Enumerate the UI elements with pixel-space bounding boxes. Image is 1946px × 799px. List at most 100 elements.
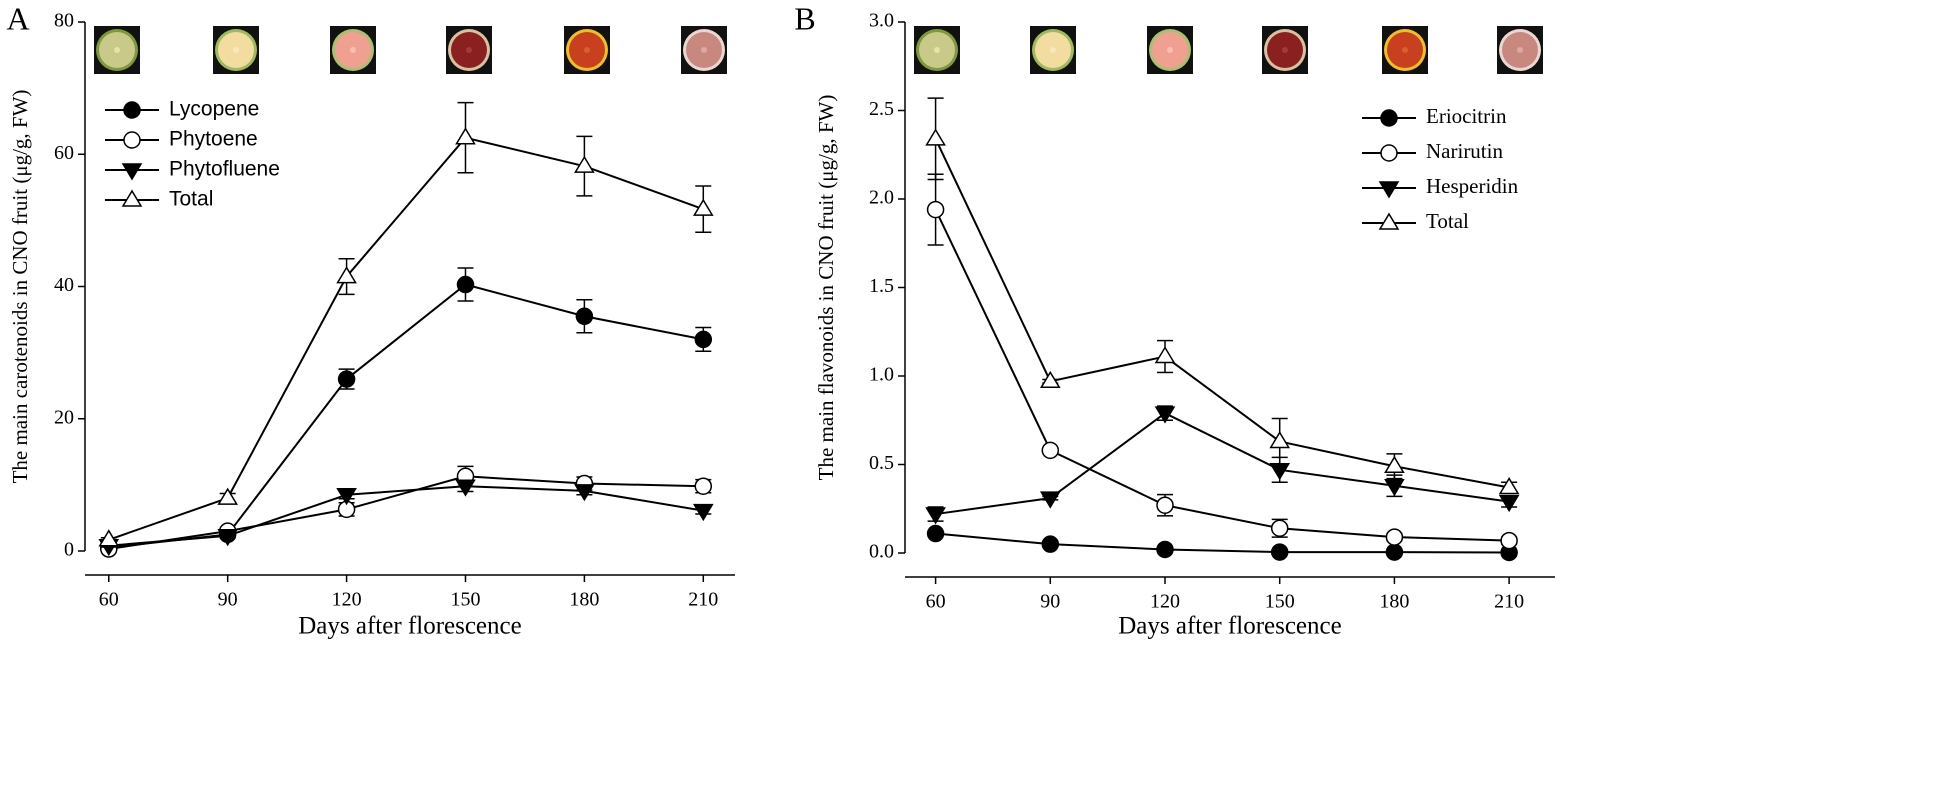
legend-label: Total [1426,209,1469,233]
x-tick-label: 60 [926,591,946,613]
fruit-core [1050,47,1056,53]
legend-marker [1380,109,1398,127]
legend-marker [121,189,143,207]
legend-label: Hesperidin [1426,174,1519,198]
y-axis-title: The main carotenoids in CNO fruit (μg/g,… [8,90,32,484]
y-tick-label: 80 [54,10,74,32]
x-tick-label: 90 [218,589,238,611]
marker [574,155,595,173]
x-tick-label: 180 [569,589,599,611]
marker [1156,496,1174,514]
y-tick-label: 2.5 [869,98,894,120]
marker [1156,540,1174,559]
chart: B 0.0 0.5 1.0 1.5 2.0 2.5 3.0 60 90 120 150 180 210 Da… [794,0,1555,640]
x-tick-label: 210 [688,589,718,611]
legend-label: Total [169,188,213,211]
panel-label: B [794,0,815,36]
marker [1041,441,1060,460]
legend-marker [1380,144,1398,162]
marker [1498,494,1520,513]
legend-label: Narirutin [1426,139,1503,163]
marker [98,529,120,547]
legend-label: Phytofluene [169,158,280,181]
marker [1500,531,1518,550]
series-line [934,138,1510,489]
x-tick-label: 120 [1150,591,1180,613]
chart: A 0 20 40 60 80 60 90 120 150 180 210 Days after flo… [6,0,735,640]
marker [925,128,946,146]
y-tick-label: 60 [54,142,74,164]
marker [1384,478,1405,497]
fruit-core [1517,47,1523,53]
marker [692,503,714,522]
fruit-core [584,47,590,53]
x-tick-label: 120 [332,589,362,611]
marker [1154,406,1176,424]
fruit-core [1402,47,1408,53]
marker [1154,346,1176,364]
x-tick-label: 150 [450,589,480,611]
series-line [935,532,1510,554]
legend-marker [1378,181,1400,199]
y-tick-label: 0.5 [869,452,894,474]
marker [456,275,475,294]
series-line [934,209,1510,542]
legend-label: Eriocitrin [1426,104,1507,128]
legend-marker [121,163,143,181]
marker [1269,431,1291,449]
fruit-core [466,47,472,53]
marker [692,198,714,216]
y-tick-label: 1.0 [869,364,894,386]
marker [217,487,239,505]
marker [1270,519,1289,537]
marker [694,477,713,495]
marker [217,529,239,547]
marker [337,370,356,388]
marker [1385,543,1404,561]
x-tick-label: 210 [1494,591,1524,613]
y-axis-title: The main flavonoids in CNO fruit (μg/g, … [814,95,838,481]
marker [1041,535,1060,553]
legend-marker [123,101,141,119]
legend-marker [1378,212,1400,230]
fruit-core [934,47,940,53]
marker [1498,477,1520,495]
marker [694,330,713,349]
fruit-core [1282,47,1288,53]
marker [926,200,945,219]
marker [336,488,357,506]
fruit-core [350,47,356,53]
fruit-core [233,47,239,53]
marker [1384,455,1405,474]
legend-label: Lycopene [169,98,259,121]
marker [925,507,946,525]
y-tick-label: 40 [54,274,74,296]
x-axis-title: Days after florescence [1118,613,1341,640]
marker [455,127,476,145]
fruit-core [114,47,120,53]
x-tick-label: 180 [1379,591,1409,613]
marker [1385,528,1404,546]
panel-label: A [6,0,29,36]
y-tick-label: 20 [54,406,74,428]
x-tick-label: 90 [1040,591,1060,613]
marker [1039,370,1061,389]
fruit-core [1167,47,1173,53]
y-tick-label: 2.0 [869,187,894,209]
series-line [108,136,704,541]
marker [575,307,594,326]
x-tick-label: 60 [99,589,119,611]
x-tick-label: 150 [1265,591,1295,613]
y-tick-label: 1.5 [869,275,894,297]
x-axis-title: Days after florescence [298,613,521,640]
series-line [108,475,704,551]
marker [455,479,476,497]
series-line [108,485,704,547]
series-line [935,412,1510,516]
marker [926,524,945,543]
marker [1270,543,1289,561]
y-tick-label: 0 [64,539,74,561]
marker [336,266,357,284]
y-tick-label: 3.0 [869,10,894,32]
